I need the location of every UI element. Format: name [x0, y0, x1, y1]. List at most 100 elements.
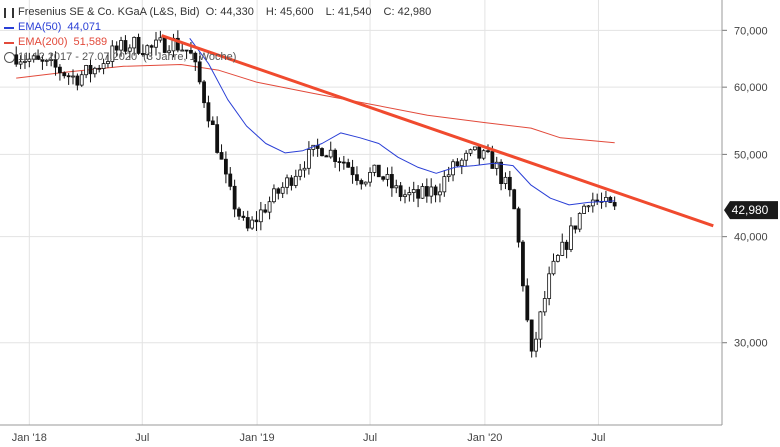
- candle-up: [407, 192, 412, 196]
- candle-up: [285, 177, 289, 188]
- candle-up: [542, 298, 547, 313]
- ema50-value: 44,071: [67, 21, 102, 33]
- candle-down: [53, 59, 58, 68]
- candle-down: [189, 50, 193, 54]
- candle-up: [551, 260, 556, 275]
- candle-up: [250, 219, 255, 229]
- candle-up: [31, 55, 36, 60]
- candle-up: [101, 63, 106, 69]
- y-tick-label: 50,000: [734, 149, 768, 161]
- y-tick-label: 30,000: [734, 338, 768, 350]
- candle-up: [503, 176, 508, 185]
- candle-up: [267, 201, 272, 213]
- candle-down: [58, 66, 62, 74]
- candle-up: [158, 37, 163, 41]
- candle-up: [306, 149, 311, 169]
- candle-up: [79, 74, 84, 86]
- candle-up: [582, 205, 586, 214]
- x-tick-label: Jul: [591, 432, 605, 444]
- candle-up: [411, 189, 416, 193]
- candle-up: [547, 273, 552, 299]
- candle-down: [359, 180, 364, 185]
- candle-down: [416, 189, 420, 199]
- last-price-label: 42,980: [732, 203, 769, 217]
- x-tick-label: Jan '18: [12, 432, 47, 444]
- candlestick-icon: [4, 7, 14, 18]
- candle-down: [245, 217, 250, 229]
- candle-up: [92, 67, 97, 75]
- candle-down: [202, 81, 206, 104]
- candle-down: [149, 45, 154, 48]
- x-tick-label: Jul: [135, 432, 149, 444]
- candle-up: [280, 186, 285, 194]
- x-tick-label: Jan '20: [467, 432, 502, 444]
- candle-up: [127, 47, 132, 52]
- candle-down: [398, 185, 403, 197]
- candle-down: [206, 102, 211, 122]
- candle-down: [337, 161, 342, 163]
- candle-down: [490, 151, 495, 169]
- ema200-swatch: [4, 41, 14, 44]
- candle-down: [499, 161, 503, 185]
- candle-up: [560, 241, 565, 256]
- candle-down: [36, 55, 40, 60]
- candle-down: [573, 225, 578, 230]
- candle-down: [197, 61, 202, 83]
- chart-title: Fresenius SE & Co. KGaA (L&S, Bid): [18, 6, 200, 18]
- candle-up: [23, 60, 27, 63]
- candle-down: [320, 148, 324, 157]
- candle-down: [14, 54, 19, 65]
- candle-up: [84, 65, 89, 76]
- ema200-line: [16, 64, 615, 144]
- candle-up: [538, 311, 543, 340]
- candle-down: [516, 208, 521, 243]
- candle-up: [438, 191, 442, 196]
- candle-up: [464, 152, 469, 161]
- legend-ema200: EMA(200) 51,589: [4, 35, 443, 50]
- candle-down: [355, 174, 359, 181]
- candle-up: [298, 169, 303, 177]
- candle-down: [289, 177, 294, 186]
- legend-period: 11.12.2017 - 27.07.2020 (3 Jahre, 1 Woch…: [4, 50, 443, 65]
- candle-up: [293, 175, 298, 186]
- candle-up: [363, 181, 368, 185]
- ema200-value: 51,589: [73, 36, 108, 48]
- candle-down: [114, 45, 119, 51]
- candle-up: [403, 194, 407, 197]
- candle-down: [521, 241, 525, 287]
- candle-down: [389, 174, 394, 189]
- ohlc-low: L: 41,540: [325, 6, 372, 18]
- candle-down: [123, 40, 128, 52]
- candle-down: [232, 185, 237, 210]
- legend-ema50: EMA(50) 44,071: [4, 20, 443, 35]
- candle-up: [446, 174, 451, 178]
- ema50-label: EMA(50): [18, 21, 62, 33]
- candle-up: [119, 40, 123, 51]
- candle-down: [223, 158, 228, 175]
- candle-down: [40, 59, 45, 62]
- candle-down: [433, 186, 438, 196]
- candle-up: [272, 188, 276, 203]
- y-tick-label: 70,000: [734, 25, 768, 37]
- last-price-tag: [724, 201, 778, 220]
- candle-down: [193, 52, 198, 63]
- candle-down: [376, 164, 381, 178]
- candle-up: [110, 45, 115, 62]
- trendline: [161, 34, 714, 228]
- candle-up: [258, 209, 263, 223]
- candle-up: [167, 50, 172, 53]
- legend-title-row: Fresenius SE & Co. KGaA (L&S, Bid) O: 44…: [4, 5, 443, 20]
- candle-up: [534, 338, 538, 352]
- candle-down: [512, 189, 517, 210]
- candle-down: [254, 219, 259, 223]
- x-tick-label: Jul: [363, 432, 377, 444]
- candle-up: [472, 146, 477, 151]
- period-note: (3 Jahre, 1 Woche): [143, 51, 237, 63]
- ohlc-open: O: 44,330: [205, 6, 254, 18]
- candle-down: [341, 161, 346, 164]
- period-range: 11.12.2017 - 27.07.2020: [18, 51, 138, 63]
- candle-up: [49, 59, 54, 61]
- candle-down: [136, 36, 141, 54]
